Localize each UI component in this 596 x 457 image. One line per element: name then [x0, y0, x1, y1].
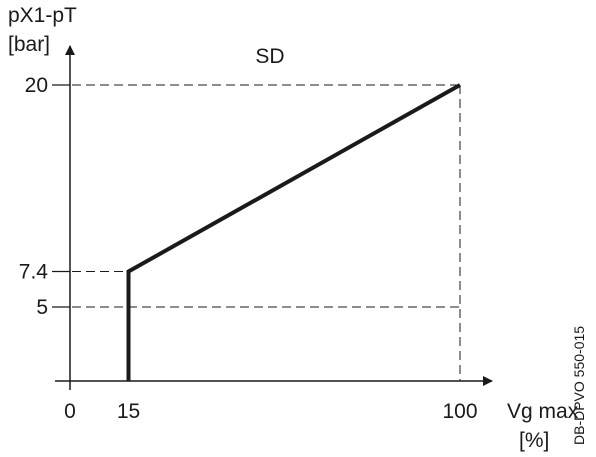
series-line — [126, 83, 461, 381]
y-tick-labels: 5 7.4 20 — [19, 74, 70, 319]
x-axis-label-line1: Vg max — [507, 400, 579, 423]
x-tick-label-100: 100 — [442, 400, 477, 423]
y-tick-label-7-4: 7.4 — [19, 260, 49, 283]
y-tick-label-5: 5 — [36, 296, 48, 319]
x-tick-label-0: 0 — [64, 400, 76, 423]
x-axis-label-line2: [%] — [519, 429, 549, 452]
x-tick-label-15: 15 — [117, 400, 140, 423]
y-tick-label-20: 20 — [25, 74, 48, 97]
x-tick-labels: 0 15 100 — [64, 400, 477, 423]
document-code: DB-DPVO 550-015 — [571, 326, 587, 445]
chart-title: SD — [255, 45, 284, 68]
reference-lines — [58, 84, 461, 381]
y-axis-label-line2: [bar] — [8, 33, 50, 56]
y-axis-label-line1: pX1-pT — [8, 4, 77, 27]
